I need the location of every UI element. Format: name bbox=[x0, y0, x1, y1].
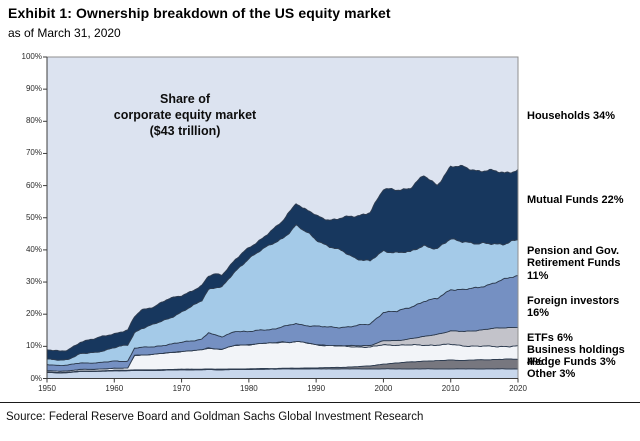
x-tick-1950: 1950 bbox=[38, 383, 56, 393]
series-label-etfs: ETFs 6% bbox=[527, 332, 573, 344]
annotation-line-3: ($43 trillion) bbox=[149, 124, 221, 138]
y-tick-40: 40% bbox=[25, 244, 42, 254]
y-tick-50: 50% bbox=[25, 212, 42, 222]
series-label-business-holdings: Business holdings 4% bbox=[527, 344, 625, 369]
chart-annotation: Share of corporate equity market ($43 tr… bbox=[75, 91, 295, 139]
y-tick-80: 80% bbox=[25, 116, 42, 126]
exhibit-title: Exhibit 1: Ownership breakdown of the US… bbox=[8, 5, 391, 21]
series-label-pension-gov-retirement-funds: Pension and Gov. Retirement Funds 11% bbox=[527, 245, 621, 282]
y-tick-10: 10% bbox=[25, 341, 42, 351]
annotation-line-1: Share of bbox=[159, 92, 210, 106]
y-tick-0: 0% bbox=[30, 373, 42, 383]
x-tick-2010: 2010 bbox=[441, 383, 460, 393]
annotation-line-2: corporate equity market bbox=[113, 108, 257, 122]
x-tick-2020: 2020 bbox=[509, 383, 527, 393]
x-tick-1990: 1990 bbox=[307, 383, 326, 393]
y-tick-70: 70% bbox=[25, 148, 42, 158]
x-tick-1980: 1980 bbox=[239, 383, 258, 393]
y-tick-20: 20% bbox=[25, 309, 42, 319]
series-label-households: Households 34% bbox=[527, 110, 616, 122]
y-tick-100: 100% bbox=[21, 52, 42, 61]
series-label-other: Other 3% bbox=[527, 368, 576, 380]
series-label-hedge-funds: Hedge Funds 3% bbox=[527, 356, 616, 368]
series-label-mutual-funds: Mutual Funds 22% bbox=[527, 194, 624, 206]
series-label-foreign-investors: Foreign investors 16% bbox=[527, 295, 620, 320]
y-tick-90: 90% bbox=[25, 84, 42, 94]
x-tick-1960: 1960 bbox=[105, 383, 124, 393]
x-tick-2000: 2000 bbox=[374, 383, 393, 393]
source-text: Source: Federal Reserve Board and Goldma… bbox=[6, 411, 424, 423]
exhibit-subtitle: as of March 31, 2020 bbox=[8, 26, 121, 40]
x-tick-1970: 1970 bbox=[172, 383, 191, 393]
source-divider bbox=[0, 402, 640, 403]
y-tick-60: 60% bbox=[25, 180, 42, 190]
y-tick-30: 30% bbox=[25, 277, 42, 287]
